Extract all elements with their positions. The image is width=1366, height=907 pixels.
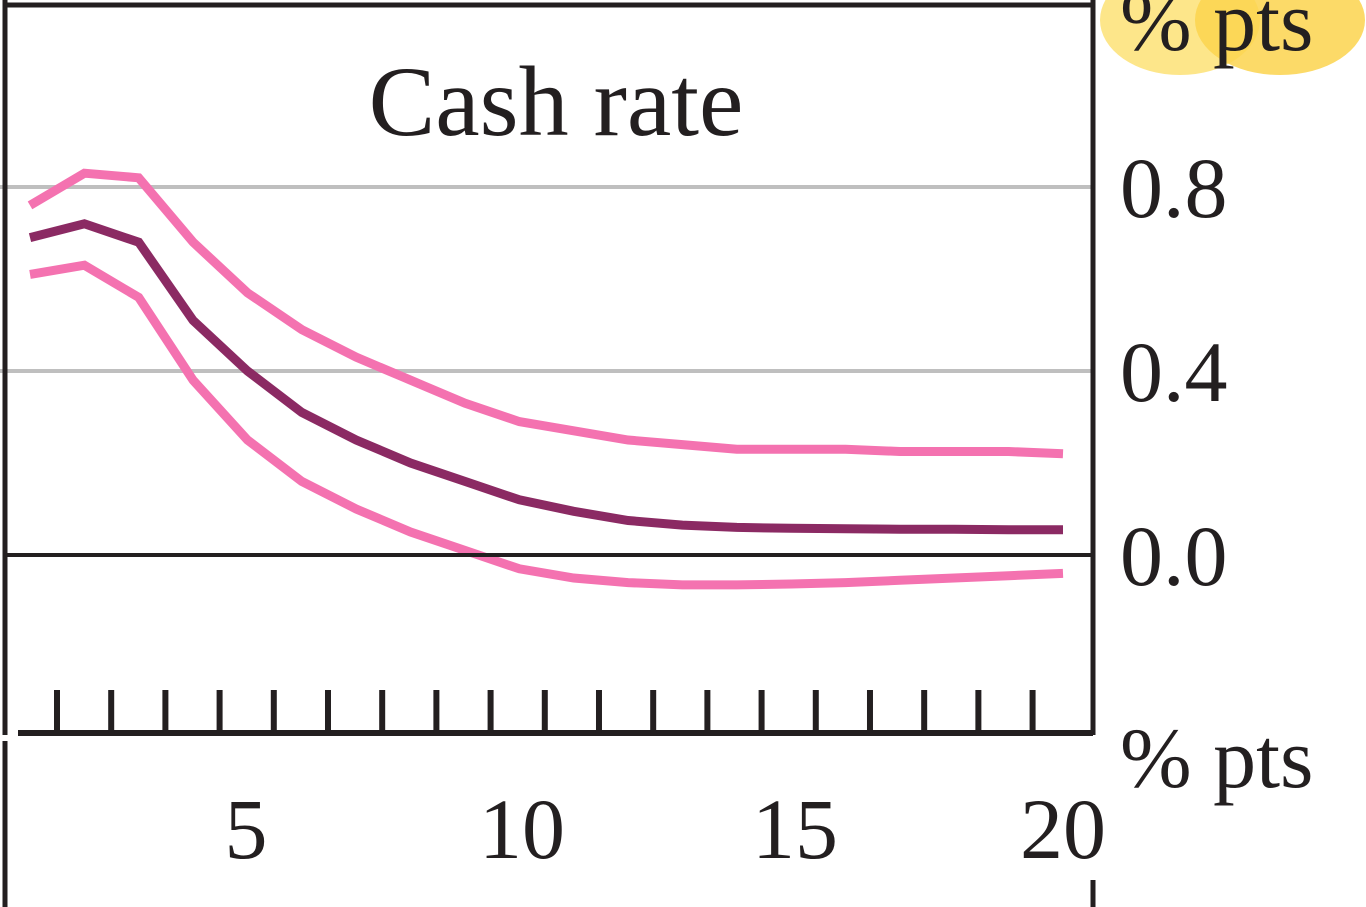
- x-ticks: [54, 690, 1036, 733]
- y-tick-labels: 0.8 0.4 0.0: [1120, 140, 1228, 604]
- series-lines: [27, 168, 1064, 590]
- x-tick-labels: 5 10 15 20: [225, 781, 1107, 877]
- y-unit-top: % pts: [1120, 0, 1314, 69]
- y-unit-bottom: % pts: [1120, 710, 1314, 806]
- series-line-1: [27, 168, 1064, 459]
- series-line-3: [29, 260, 1064, 590]
- y-tick-label: 0.0: [1120, 508, 1228, 604]
- series-line-2: [28, 219, 1063, 535]
- x-tick-label: 10: [479, 781, 565, 877]
- x-tick-label: 15: [752, 781, 838, 877]
- y-tick-label: 0.4: [1120, 324, 1228, 420]
- chart-title: Cash rate: [369, 46, 744, 157]
- x-tick-label: 20: [1020, 781, 1106, 877]
- x-tick-label: 5: [225, 781, 268, 877]
- y-tick-label: 0.8: [1120, 140, 1228, 236]
- unit-highlight: [1100, 0, 1365, 75]
